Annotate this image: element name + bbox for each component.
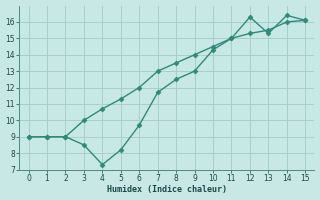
X-axis label: Humidex (Indice chaleur): Humidex (Indice chaleur) (107, 185, 227, 194)
